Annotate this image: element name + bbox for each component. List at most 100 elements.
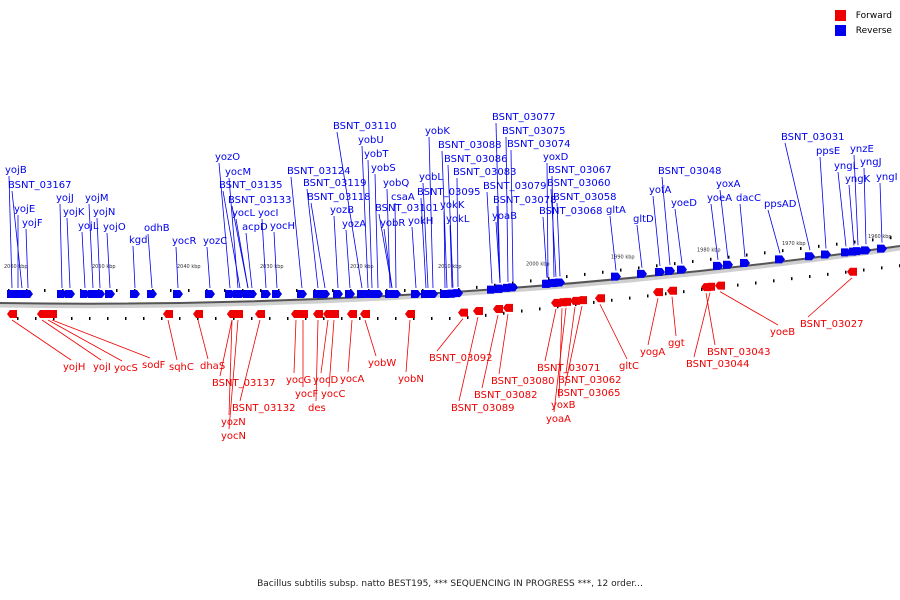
- gene-label[interactable]: BSNT_03089: [451, 403, 514, 414]
- gene-label[interactable]: BSNT_03132: [232, 403, 295, 414]
- gene-label[interactable]: yngK: [845, 174, 871, 185]
- gene-label[interactable]: ggt: [668, 338, 685, 349]
- gene-label[interactable]: BSNT_03092: [429, 353, 492, 364]
- gene-arrow[interactable]: [173, 290, 183, 298]
- gene-forward[interactable]: yocG: [286, 310, 311, 386]
- gene-forward[interactable]: sqhC: [163, 310, 194, 373]
- gene-reverse[interactable]: yojO: [103, 222, 126, 298]
- gene-reverse[interactable]: yoeD: [671, 198, 697, 274]
- gene-label[interactable]: BSNT_03065: [557, 388, 620, 399]
- gene-label[interactable]: yojI: [93, 362, 111, 373]
- gene-arrow[interactable]: [577, 296, 587, 305]
- gene-label[interactable]: BSNT_03031: [781, 132, 844, 143]
- gene-label[interactable]: yoeD: [671, 198, 697, 209]
- gene-reverse[interactable]: yojF: [22, 218, 43, 298]
- gene-label[interactable]: BSNT_03083: [453, 167, 516, 178]
- gene-arrow[interactable]: [667, 286, 677, 295]
- gene-label[interactable]: BSNT_03068: [539, 206, 602, 217]
- gene-reverse[interactable]: BSNT_03124: [287, 166, 350, 298]
- gene-label[interactable]: BSNT_03135: [219, 180, 282, 191]
- gene-label[interactable]: yojK: [63, 207, 85, 218]
- gene-forward[interactable]: BSNT_03044: [686, 282, 749, 370]
- gene-label[interactable]: yojF: [22, 218, 43, 229]
- gene-forward[interactable]: yobW: [360, 310, 396, 369]
- gene-label[interactable]: yocR: [172, 236, 197, 247]
- gene-arrow[interactable]: [147, 290, 157, 298]
- gene-arrow[interactable]: [847, 267, 857, 276]
- gene-label[interactable]: yobN: [398, 374, 424, 385]
- gene-label[interactable]: yobU: [358, 135, 384, 146]
- gene-label[interactable]: yokH: [408, 216, 433, 227]
- gene-arrow[interactable]: [313, 310, 323, 318]
- gene-arrow[interactable]: [665, 266, 675, 275]
- gene-label[interactable]: BSNT_03110: [333, 121, 396, 132]
- gene-arrow[interactable]: [821, 250, 831, 259]
- gene-forward[interactable]: BSNT_03071: [537, 298, 600, 374]
- gene-reverse[interactable]: gltA: [606, 205, 626, 281]
- gene-reverse[interactable]: kgd: [129, 235, 148, 298]
- gene-forward[interactable]: yocD: [313, 310, 339, 386]
- gene-arrow[interactable]: [495, 284, 505, 293]
- gene-label[interactable]: BSNT_03074: [507, 139, 570, 150]
- gene-arrow[interactable]: [849, 247, 859, 256]
- gene-arrow[interactable]: [105, 290, 115, 298]
- gene-arrow[interactable]: [291, 310, 301, 318]
- gene-arrow[interactable]: [333, 290, 343, 298]
- gene-reverse[interactable]: yoeA: [707, 193, 732, 270]
- gene-label[interactable]: yozN: [221, 417, 246, 428]
- gene-label[interactable]: yojJ: [56, 193, 74, 204]
- gene-label[interactable]: BSNT_03043: [707, 347, 770, 358]
- gene-arrow[interactable]: [345, 290, 355, 298]
- gene-label[interactable]: BSNT_03048: [658, 166, 721, 177]
- gene-reverse[interactable]: yocI: [258, 208, 278, 298]
- gene-reverse[interactable]: yngK: [845, 174, 871, 256]
- gene-label[interactable]: acpD: [242, 222, 268, 233]
- gene-reverse[interactable]: yozO: [215, 152, 240, 298]
- gene-reverse[interactable]: BSNT_03079: [483, 181, 546, 294]
- gene-arrow[interactable]: [193, 310, 203, 318]
- gene-label[interactable]: yoaA: [546, 414, 571, 425]
- gene-label[interactable]: yocA: [340, 374, 365, 385]
- gene-label[interactable]: yogA: [640, 347, 665, 358]
- gene-arrow[interactable]: [561, 297, 571, 306]
- gene-label[interactable]: yocM: [225, 167, 251, 178]
- gene-forward[interactable]: yoaA: [546, 297, 571, 425]
- gene-arrow[interactable]: [487, 285, 497, 294]
- gene-label[interactable]: BSNT_03067: [548, 165, 611, 176]
- gene-arrow[interactable]: [555, 278, 565, 287]
- gene-arrow[interactable]: [297, 290, 307, 298]
- gene-label[interactable]: yngI: [876, 172, 898, 183]
- gene-arrow[interactable]: [360, 310, 370, 318]
- gene-label[interactable]: yozO: [215, 152, 240, 163]
- gene-reverse[interactable]: yngJ: [860, 157, 882, 255]
- gene-arrow[interactable]: [611, 272, 621, 281]
- gene-label[interactable]: yocF: [295, 389, 319, 400]
- gene-forward[interactable]: BSNT_03043: [701, 283, 770, 358]
- gene-arrow[interactable]: [595, 294, 605, 303]
- gene-reverse[interactable]: yobR: [380, 218, 405, 298]
- gene-reverse[interactable]: yocH: [270, 221, 295, 298]
- gene-label[interactable]: BSNT_03101: [375, 203, 438, 214]
- gene-reverse[interactable]: ppsE: [816, 146, 840, 259]
- gene-arrow[interactable]: [373, 290, 383, 298]
- gene-label[interactable]: BSNT_03118: [307, 192, 370, 203]
- gene-label[interactable]: yocL: [232, 208, 256, 219]
- gene-arrow[interactable]: [508, 283, 518, 292]
- gene-forward[interactable]: yocF: [295, 310, 319, 400]
- gene-arrow[interactable]: [723, 260, 733, 269]
- gene-label[interactable]: kgd: [129, 235, 148, 246]
- gene-label[interactable]: BSNT_03080: [491, 376, 554, 387]
- gene-reverse[interactable]: yngL: [834, 161, 859, 257]
- gene-reverse[interactable]: yojL: [78, 221, 99, 298]
- gene-label[interactable]: gltD: [633, 214, 654, 225]
- gene-label[interactable]: BSNT_03088: [438, 140, 501, 151]
- gene-reverse[interactable]: yoxA: [716, 179, 741, 269]
- gene-label[interactable]: BSNT_03086: [444, 154, 507, 165]
- gene-reverse[interactable]: yngI: [876, 172, 898, 253]
- gene-arrow[interactable]: [47, 310, 57, 318]
- gene-label[interactable]: yobR: [380, 218, 405, 229]
- gene-forward[interactable]: des: [308, 310, 326, 414]
- gene-label[interactable]: yoxA: [716, 179, 741, 190]
- gene-label[interactable]: yokK: [440, 200, 465, 211]
- gene-label[interactable]: yoaB: [492, 211, 517, 222]
